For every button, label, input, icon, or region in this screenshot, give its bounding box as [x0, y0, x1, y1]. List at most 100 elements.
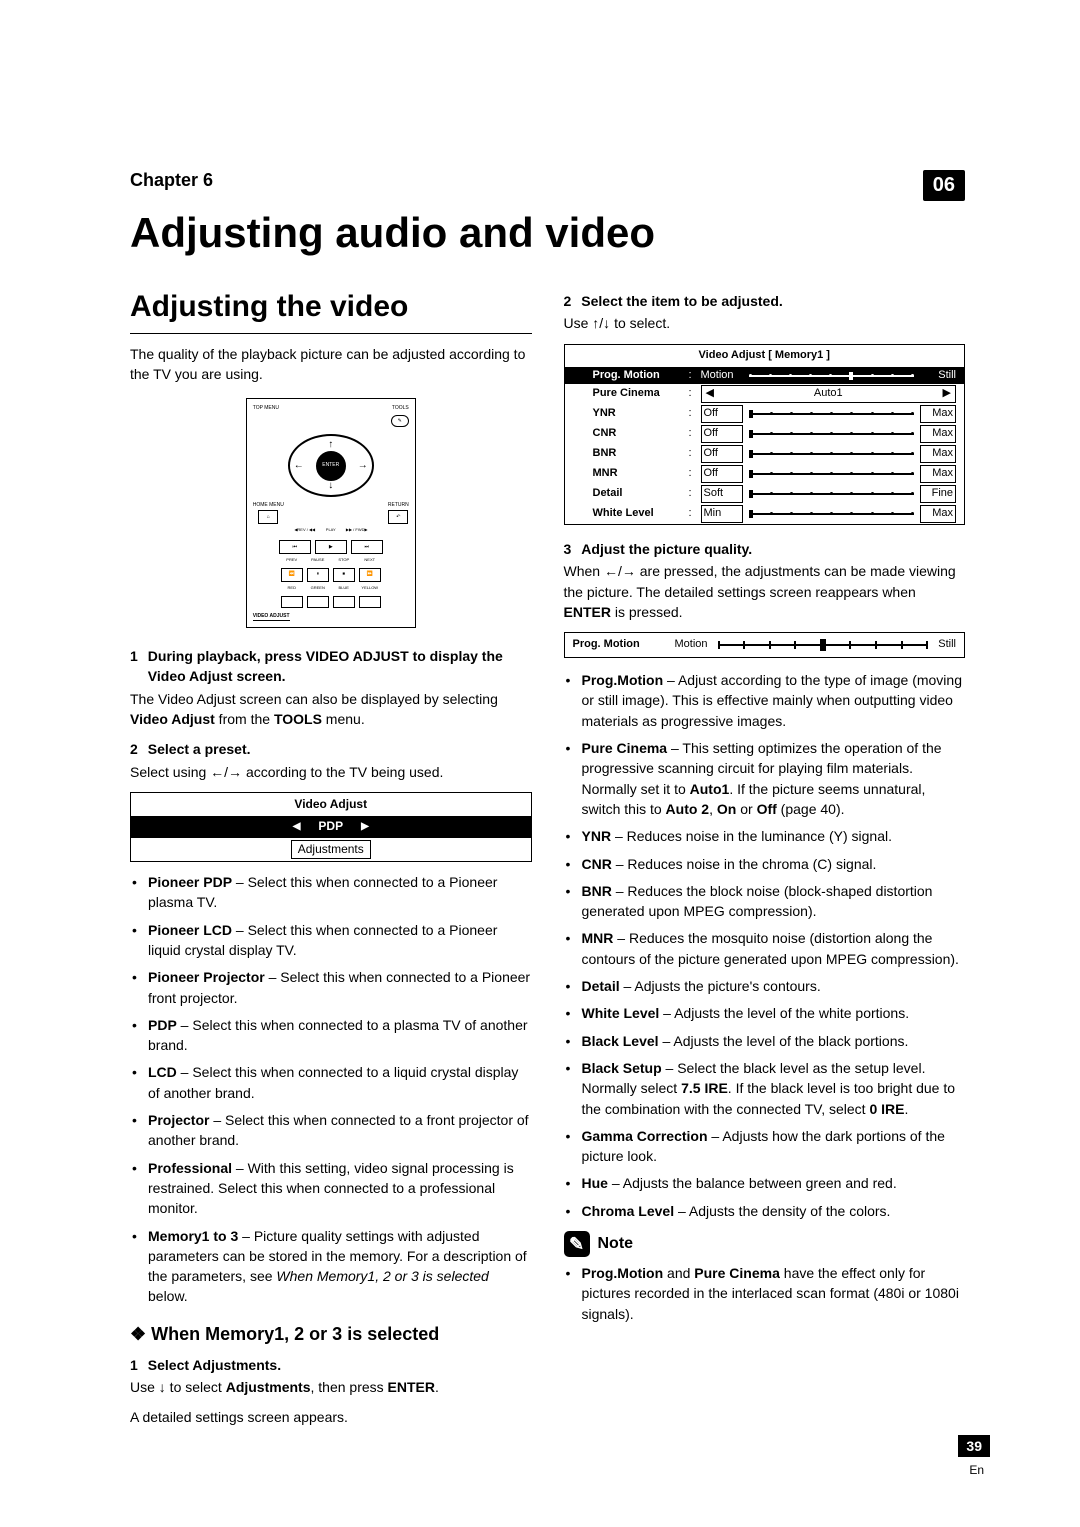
return-icon: ↶ [388, 510, 408, 524]
pm-slider [718, 644, 929, 646]
t: ENTER [388, 1379, 435, 1395]
r-step2-body: Use ↑/↓ to select. [564, 313, 966, 333]
left-arrow-icon: ← [294, 459, 304, 474]
intro-text: The quality of the playback picture can … [130, 344, 532, 385]
play-label: PLAY [320, 527, 342, 533]
t: Use ↓ to select [130, 1379, 226, 1395]
enter-button-icon: ENTER [316, 451, 346, 481]
memory-row: MNR:OffMax [565, 464, 965, 484]
red-btn [281, 596, 303, 608]
preset-list: Pioneer PDP – Select this when connected… [130, 872, 532, 1307]
param-item: Gamma Correction – Adjusts how the dark … [582, 1126, 966, 1167]
left-tri-icon: ◀ [293, 820, 301, 835]
param-item: Black Setup – Select the black level as … [582, 1058, 966, 1119]
note-item: Prog.Motion and Pure Cinema have the eff… [582, 1263, 966, 1324]
right-arrow-icon: → [358, 459, 368, 474]
r-step3-title: Adjust the picture quality. [581, 539, 752, 559]
note-icon: ✎ [564, 1231, 590, 1257]
prev-label: PREV [281, 557, 303, 563]
step2-body: Select using ←/→ according to the TV bei… [130, 762, 532, 782]
memory-row: CNR:OffMax [565, 424, 965, 444]
remote-dpad: ↑ ↓ ← → ENTER [288, 434, 374, 497]
t: Video Adjust [130, 711, 215, 727]
t: Pure Cinema [694, 1265, 780, 1281]
pm-label: Prog. Motion [573, 637, 665, 653]
note-label: Note [598, 1232, 634, 1255]
red-label: RED [281, 585, 303, 591]
preset-item: Pioneer PDP – Select this when connected… [148, 872, 532, 913]
r-step2-heading: 2 Select the item to be adjusted. [564, 291, 966, 311]
page-number: 39 [958, 1435, 990, 1457]
fwd-btn: ⏭ [351, 540, 383, 554]
rev-label: ◀REV / ◀◀ [294, 527, 316, 533]
param-item: CNR – Reduces noise in the chroma (C) si… [582, 854, 966, 874]
mem-step1-num: 1 [130, 1355, 138, 1375]
note-heading: ✎ Note [564, 1231, 966, 1257]
t: ENTER [564, 604, 611, 620]
section-title: Adjusting the video [130, 285, 532, 334]
stop-label: STOP [333, 557, 355, 563]
param-item: Detail – Adjusts the picture's contours. [582, 976, 966, 996]
t: and [663, 1265, 694, 1281]
memory-row: Pure Cinema:◀Auto1▶ [565, 384, 965, 404]
chapter-label: Chapter 6 [130, 170, 213, 191]
pause-label: PAUSE [307, 557, 329, 563]
param-item: Chroma Level – Adjusts the density of th… [582, 1201, 966, 1221]
memory-row: YNR:OffMax [565, 404, 965, 424]
param-item: BNR – Reduces the block noise (block-sha… [582, 881, 966, 922]
play-btn: ▶ [315, 540, 347, 554]
next-label: NEXT [359, 557, 381, 563]
right-column: 2 Select the item to be adjusted. Use ↑/… [564, 285, 966, 1438]
va-adjust-row: Adjustments [131, 838, 531, 861]
t: . [435, 1379, 439, 1395]
fwd-label: ▶▶ / FWD▶ [346, 527, 368, 533]
remote-topmenu-label: TOP MENU [253, 405, 279, 412]
home-menu-label: HOME MENU [253, 502, 284, 509]
main-title: Adjusting audio and video [130, 209, 965, 257]
memory-row: Detail:SoftFine [565, 484, 965, 504]
preset-item: Pioneer LCD – Select this when connected… [148, 920, 532, 961]
green-btn [307, 596, 329, 608]
preset-item: PDP – Select this when connected to a pl… [148, 1015, 532, 1056]
memory-box: Video Adjust [ Memory1 ] Prog. Motion:Mo… [564, 344, 966, 525]
r-step3-heading: 3 Adjust the picture quality. [564, 539, 966, 559]
preset-item: Pioneer Projector – Select this when con… [148, 967, 532, 1008]
t: menu. [322, 711, 365, 727]
param-item: YNR – Reduces noise in the luminance (Y)… [582, 826, 966, 846]
note-list: Prog.Motion and Pure Cinema have the eff… [564, 1263, 966, 1324]
r-step3-num: 3 [564, 539, 572, 559]
left-column: Adjusting the video The quality of the p… [130, 285, 532, 1438]
va-selected-row: ◀ PDP ▶ [131, 816, 531, 837]
tools-icon: ✎ [391, 415, 409, 427]
pm-right: Still [938, 637, 956, 653]
return-label: RETURN [388, 502, 409, 509]
down-arrow-icon: ↓ [328, 479, 333, 494]
r-step3-body: When ←/→ are pressed, the adjustments ca… [564, 561, 966, 622]
memory-row: White Level:MinMax [565, 504, 965, 524]
param-item: White Level – Adjusts the level of the w… [582, 1003, 966, 1023]
t: , then press [311, 1379, 388, 1395]
step2-heading: 2 Select a preset. [130, 739, 532, 759]
t: is pressed. [611, 604, 683, 620]
memory-box-title: Video Adjust [ Memory1 ] [565, 345, 965, 367]
param-item: MNR – Reduces the mosquito noise (distor… [582, 928, 966, 969]
preset-item: Professional – With this setting, video … [148, 1158, 532, 1219]
mem-step1-after: A detailed settings screen appears. [130, 1407, 532, 1427]
t: TOOLS [274, 711, 322, 727]
param-item: Black Level – Adjusts the level of the b… [582, 1031, 966, 1051]
va-adjust-label: Adjustments [291, 840, 371, 859]
t: Prog.Motion [582, 1265, 664, 1281]
t: The Video Adjust screen can also be disp… [130, 691, 498, 707]
param-list: Prog.Motion – Adjust according to the ty… [564, 670, 966, 1221]
r-step2-num: 2 [564, 291, 572, 311]
mem-step1-heading: 1 Select Adjustments. [130, 1355, 532, 1375]
pause-btn: ⏸ [307, 568, 329, 582]
pm-left: Motion [675, 637, 708, 653]
video-adjust-box: Video Adjust ◀ PDP ▶ Adjustments [130, 792, 532, 862]
prev-btn: ⏪ [281, 568, 303, 582]
t: When ←/→ are pressed, the adjustments ca… [564, 563, 956, 599]
step1-num: 1 [130, 646, 138, 687]
va-title: Video Adjust [131, 793, 531, 816]
param-item: Hue – Adjusts the balance between green … [582, 1173, 966, 1193]
prog-motion-box: Prog. Motion Motion Still [564, 632, 966, 658]
